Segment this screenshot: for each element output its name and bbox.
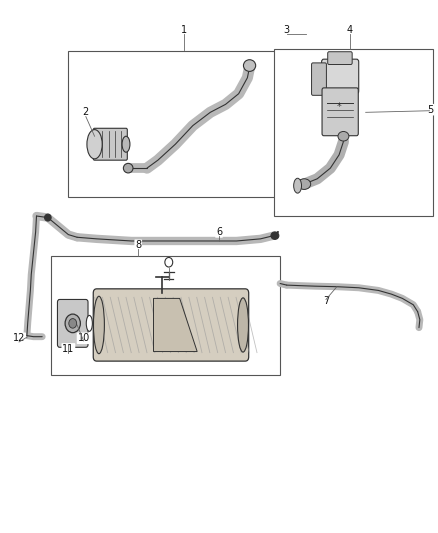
FancyBboxPatch shape: [322, 88, 358, 136]
Ellipse shape: [86, 316, 92, 332]
Text: 8: 8: [135, 240, 141, 250]
Bar: [68, 51, 283, 197]
Bar: [51, 256, 280, 375]
Text: 1: 1: [181, 25, 187, 35]
Ellipse shape: [165, 257, 173, 267]
FancyBboxPatch shape: [93, 128, 127, 160]
Text: 6: 6: [216, 227, 222, 237]
Ellipse shape: [271, 232, 279, 239]
Text: 12: 12: [13, 333, 25, 343]
FancyBboxPatch shape: [328, 52, 352, 64]
FancyBboxPatch shape: [57, 300, 88, 348]
Ellipse shape: [338, 132, 349, 141]
Ellipse shape: [45, 214, 51, 221]
Text: 2: 2: [83, 107, 89, 117]
Text: 9: 9: [166, 259, 172, 269]
Ellipse shape: [297, 179, 311, 189]
Text: *: *: [337, 102, 342, 112]
FancyBboxPatch shape: [311, 63, 326, 95]
Ellipse shape: [244, 60, 256, 71]
FancyBboxPatch shape: [93, 289, 249, 361]
FancyBboxPatch shape: [321, 59, 359, 94]
Ellipse shape: [69, 319, 77, 328]
Ellipse shape: [237, 298, 248, 352]
Text: 5: 5: [427, 104, 434, 115]
Ellipse shape: [122, 136, 130, 152]
Bar: [274, 49, 433, 216]
Text: 11: 11: [62, 344, 74, 354]
Text: 10: 10: [78, 333, 90, 343]
Ellipse shape: [65, 314, 81, 333]
Ellipse shape: [124, 164, 133, 173]
Ellipse shape: [93, 296, 104, 354]
Text: 7: 7: [323, 296, 329, 306]
Text: 3: 3: [284, 25, 290, 35]
Text: 4: 4: [347, 25, 353, 35]
Ellipse shape: [87, 130, 102, 159]
Ellipse shape: [293, 178, 301, 193]
Polygon shape: [153, 298, 197, 352]
